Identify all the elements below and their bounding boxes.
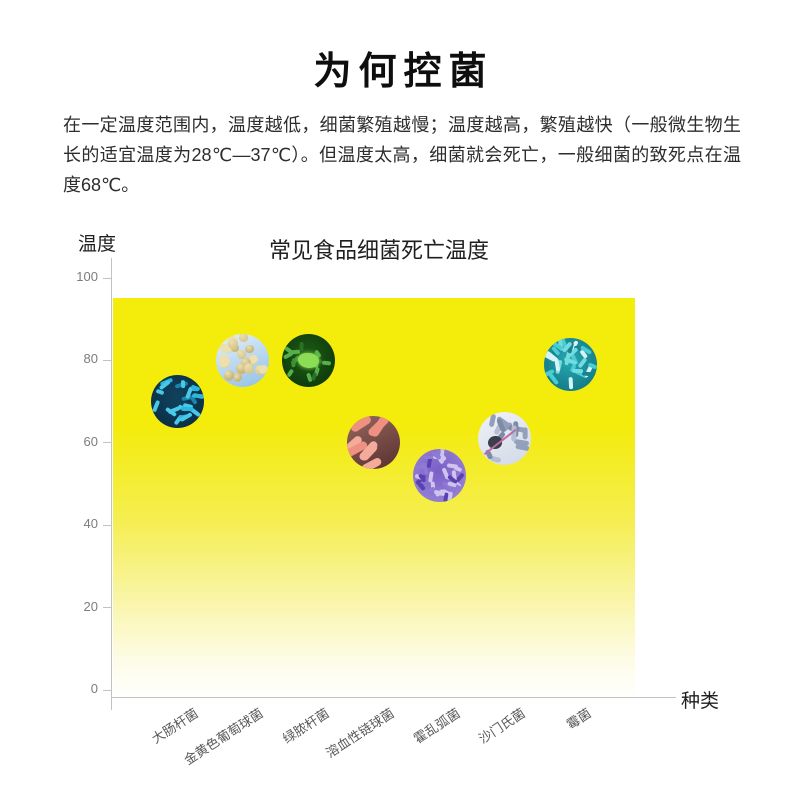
y-axis-tick <box>103 277 111 279</box>
data-point-salmonella-micrograph <box>478 412 531 466</box>
y-axis-tick <box>103 607 111 609</box>
y-axis-tick-label: 80 <box>83 351 98 367</box>
y-axis-tick-label: 100 <box>76 269 98 284</box>
y-axis-tick <box>103 442 111 444</box>
x-axis-line <box>111 697 676 698</box>
x-axis-category-label: 霍乱弧菌 <box>411 705 463 747</box>
data-point-staphylococcus-micrograph <box>216 333 269 387</box>
y-axis-tick-label: 40 <box>83 516 98 532</box>
data-point-pseudomonas-micrograph <box>281 333 335 387</box>
y-axis-tick <box>103 359 111 361</box>
intro-paragraph: 在一定温度范围内，温度越低，细菌繁殖越慢；温度越高，繁殖越快（一般微生物生长的适… <box>63 115 741 195</box>
x-axis-category-label: 溶血性链球菌 <box>323 705 398 761</box>
chart-title: 常见食品细菌死亡温度 <box>268 238 490 263</box>
y-axis-tick-label: 20 <box>83 598 98 614</box>
x-axis-category-label: 霉菌 <box>563 705 594 733</box>
y-axis-title: 温度 <box>78 234 117 255</box>
x-axis-category-label: 大肠杆菌 <box>149 705 201 747</box>
y-axis-tick-label: 0 <box>90 681 98 696</box>
data-point-vibrio-micrograph <box>412 449 466 503</box>
y-axis-tick <box>103 689 111 691</box>
x-axis-category-label: 沙门氏菌 <box>476 705 529 747</box>
y-axis-line <box>111 258 112 710</box>
x-axis-title: 种类 <box>681 691 720 712</box>
data-point-mold-micrograph <box>543 338 597 391</box>
y-axis-tick <box>103 524 111 526</box>
page-title: 为何控菌 <box>313 51 494 93</box>
x-axis-category-label: 绿脓杆菌 <box>280 705 332 747</box>
data-point-streptococcus-micrograph <box>347 416 400 470</box>
data-point-ecoli-micrograph <box>150 375 204 429</box>
y-axis-tick-label: 60 <box>83 433 98 449</box>
